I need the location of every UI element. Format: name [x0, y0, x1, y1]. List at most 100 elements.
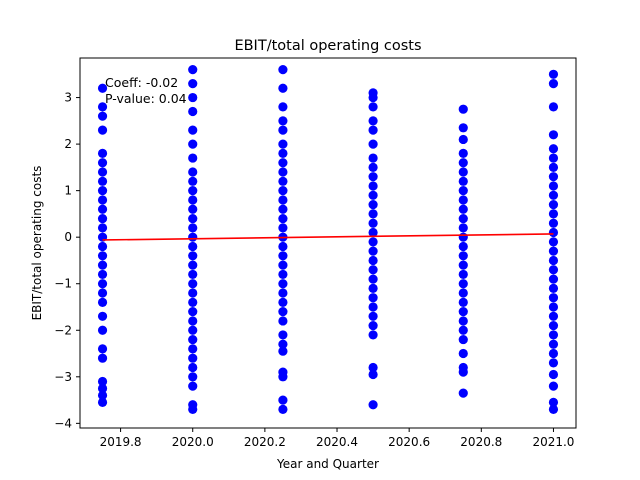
data-point [548, 153, 559, 163]
data-point [548, 246, 559, 256]
x-tick-label: 2020.6 [388, 435, 430, 449]
data-point [97, 344, 108, 354]
data-point [368, 369, 378, 380]
data-point [368, 102, 378, 112]
data-point [548, 172, 559, 182]
data-point [278, 195, 288, 205]
data-point [188, 186, 198, 196]
data-point [97, 176, 108, 186]
data-point [97, 297, 108, 307]
data-point [97, 148, 108, 159]
data-point [458, 334, 468, 345]
data-point [97, 195, 108, 205]
data-point [278, 83, 288, 93]
coefficient-annotation: Coeff: -0.02 [105, 75, 178, 90]
data-point [368, 88, 378, 98]
data-point [188, 400, 198, 410]
data-point [368, 255, 378, 266]
y-tick-label: −4 [54, 416, 72, 430]
data-point [548, 265, 559, 275]
y-tick-label: 0 [64, 230, 72, 244]
data-point [548, 255, 559, 266]
chart-title: EBIT/total operating costs [234, 38, 421, 54]
data-point [97, 376, 108, 387]
data-point [97, 251, 108, 261]
data-point [368, 321, 378, 331]
y-tick-label: −3 [54, 370, 72, 384]
data-point [368, 246, 378, 256]
data-point [548, 237, 559, 247]
data-point [458, 316, 468, 326]
data-point [278, 167, 288, 177]
data-point [188, 92, 198, 103]
data-point [278, 204, 288, 214]
regression-line [102, 233, 554, 241]
data-point [548, 209, 559, 219]
data-point [548, 181, 559, 191]
data-point [458, 297, 468, 307]
data-point [188, 139, 198, 149]
data-point [548, 274, 559, 284]
data-point [188, 269, 198, 280]
data-point [278, 125, 288, 135]
data-point [188, 125, 198, 135]
data-point [548, 227, 559, 238]
data-point [97, 325, 108, 335]
x-tick-label: 2019.8 [100, 435, 142, 449]
data-point [278, 279, 288, 289]
data-point [458, 288, 468, 298]
x-axis-label: Year and Quarter [276, 457, 379, 471]
y-axis-label: EBIT/total operating costs [30, 166, 44, 321]
data-point [278, 186, 288, 196]
data-point [458, 167, 468, 177]
y-tick-label: 1 [64, 184, 72, 198]
data-point [97, 213, 108, 224]
data-point [278, 241, 288, 252]
data-point [458, 348, 468, 359]
data-point [548, 397, 559, 407]
data-point [368, 302, 378, 312]
data-point [278, 297, 288, 307]
data-point [458, 104, 468, 114]
data-point [548, 302, 559, 312]
data-point [188, 241, 198, 252]
data-point [278, 339, 288, 349]
data-point [278, 307, 288, 317]
data-point [548, 321, 559, 331]
data-point [368, 400, 378, 410]
data-point [458, 223, 468, 233]
plot-frame [79, 57, 577, 429]
data-point [458, 232, 468, 242]
data-point [368, 218, 378, 228]
data-point [548, 144, 559, 154]
data-point [188, 223, 198, 233]
data-point [368, 139, 378, 149]
data-point [368, 125, 378, 135]
data-point [278, 260, 288, 270]
data-point [188, 353, 198, 363]
data-point [458, 241, 468, 252]
data-point [97, 241, 108, 252]
data-point [458, 176, 468, 186]
data-point [368, 181, 378, 191]
data-point [368, 330, 378, 340]
data-point [368, 311, 378, 321]
data-point [97, 279, 108, 289]
data-point [278, 65, 288, 75]
data-point [97, 83, 108, 93]
data-point [97, 125, 108, 135]
y-tick-label: −1 [54, 277, 72, 291]
data-point [548, 162, 559, 172]
data-point [458, 279, 468, 289]
data-point [458, 388, 468, 398]
x-tick-label: 2020.2 [244, 435, 286, 449]
data-point [188, 344, 198, 354]
plot-area [97, 65, 559, 414]
data-point [97, 167, 108, 177]
data-point [278, 148, 288, 159]
data-point [368, 227, 378, 238]
data-point [97, 204, 108, 214]
data-point [548, 339, 559, 349]
y-axis: −4 −3 −2 −1 0 1 2 3 [54, 91, 80, 430]
data-point [548, 348, 559, 359]
